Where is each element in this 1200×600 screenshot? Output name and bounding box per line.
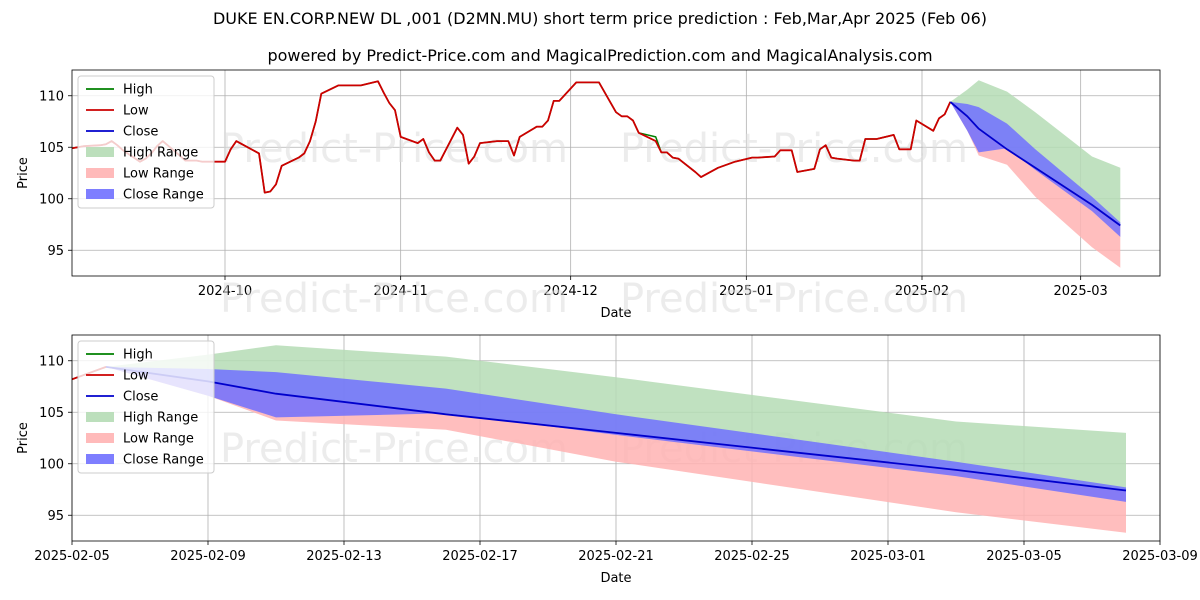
y-axis-label: Price — [16, 422, 31, 454]
chart-title: DUKE EN.CORP.NEW DL ,001 (D2MN.MU) short… — [212, 9, 987, 28]
x-tick-label: 2025-03-01 — [850, 549, 926, 564]
x-tick-label: 2025-01 — [719, 284, 773, 299]
legend-label: Low Range — [123, 167, 194, 182]
legend-swatch — [86, 168, 114, 178]
y-tick-label: 100 — [39, 192, 64, 207]
close-range-band — [106, 366, 1126, 502]
x-tick-label: 2024-11 — [374, 284, 428, 299]
legend-label: High — [123, 83, 153, 98]
legend-swatch — [86, 189, 114, 199]
low-series-line — [72, 80, 952, 194]
legend-label: Close Range — [123, 188, 204, 203]
x-tick-label: 2024-10 — [198, 284, 252, 299]
legend-label: Low Range — [123, 432, 194, 447]
legend-swatch — [86, 433, 114, 443]
legend-label: Low — [123, 104, 149, 119]
watermark: Predict-Price.com — [620, 276, 968, 322]
x-tick-label: 2025-03 — [1054, 284, 1108, 299]
legend-label: Close Range — [123, 453, 204, 468]
legend-label: High Range — [123, 411, 198, 426]
x-axis-label: Date — [600, 306, 631, 321]
legend: High Low Close High Range Low Range Close Ran… — [77, 75, 215, 209]
x-tick-label: 2025-02-17 — [442, 549, 518, 564]
legend-label: Close — [123, 125, 158, 140]
legend-swatch — [86, 147, 114, 157]
legend-label: High Range — [123, 146, 198, 161]
y-tick-label: 105 — [39, 141, 64, 156]
y-axis-label: Price — [16, 157, 31, 189]
x-tick-label: 2025-02-21 — [578, 549, 654, 564]
x-tick-label: 2025-02-05 — [34, 549, 110, 564]
watermark: Predict-Price.com — [220, 276, 568, 322]
plot-area — [72, 80, 1121, 268]
y-tick-label: 100 — [39, 457, 64, 472]
legend-swatch — [86, 454, 114, 464]
y-tick-label: 110 — [39, 89, 64, 104]
legend-label: Close — [123, 390, 158, 405]
x-tick-label: 2025-03-05 — [986, 549, 1062, 564]
y-tick-label: 95 — [47, 244, 64, 259]
x-tick-label: 2024-12 — [544, 284, 598, 299]
bottom-panel: 2025-02-05 2025-02-09 2025-02-13 2025-02-17… — [16, 334, 1198, 586]
legend-label: High — [123, 348, 153, 363]
watermark: Predict-Price.com — [220, 126, 568, 172]
plot-frame — [71, 334, 1161, 542]
watermark: Predict-Price.com — [620, 126, 968, 172]
legend-label: Low — [123, 369, 149, 384]
top-panel: 2024-10 2024-11 2024-12 2025-01 2025-02 2025-… — [16, 69, 1161, 321]
legend-swatch — [86, 412, 114, 422]
x-tick-label: 2025-02-09 — [170, 549, 246, 564]
chart-subtitle: powered by Predict-Price.com and Magical… — [267, 46, 933, 65]
x-tick-label: 2025-03-09 — [1122, 549, 1198, 564]
y-tick-label: 95 — [47, 509, 64, 524]
close-series-line — [949, 101, 1121, 227]
x-tick-label: 2025-02-13 — [306, 549, 382, 564]
y-tick-label: 105 — [39, 406, 64, 421]
x-tick-label: 2025-02 — [895, 284, 949, 299]
plot-frame — [71, 69, 1161, 277]
x-axis-label: Date — [600, 571, 631, 586]
x-tick-label: 2025-02-25 — [714, 549, 790, 564]
legend: High Low Close High Range Low Range Close Ran… — [77, 340, 215, 474]
y-tick-label: 110 — [39, 354, 64, 369]
close-range-band — [950, 101, 1121, 237]
